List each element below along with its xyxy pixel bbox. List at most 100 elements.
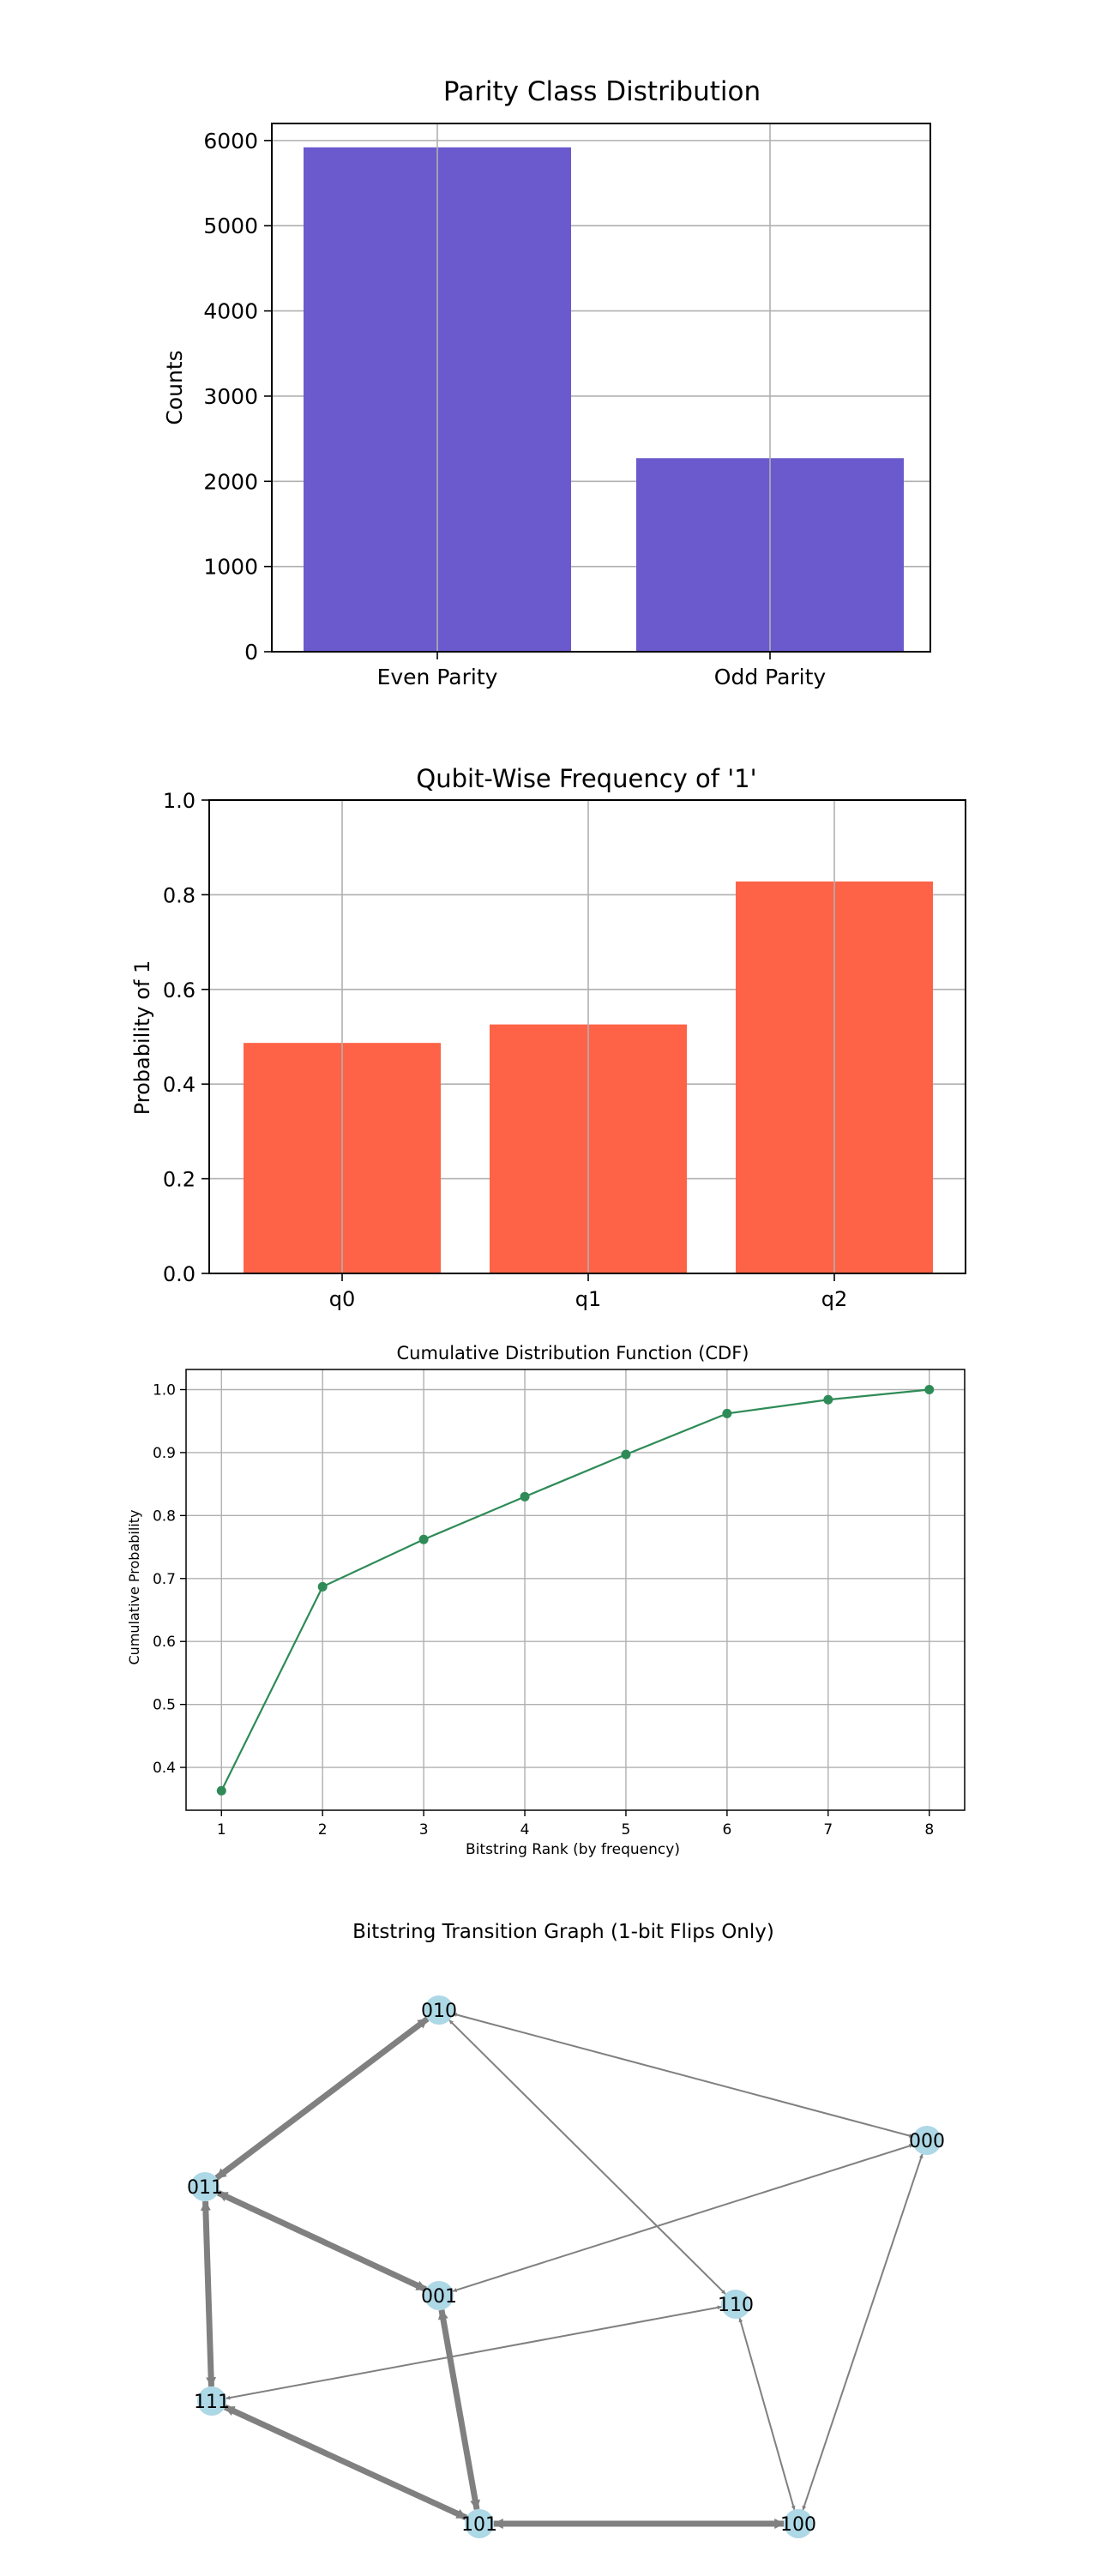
chart2-y-ticks: 0.0 0.2 0.4 0.6 0.8 1.0 (163, 789, 209, 1286)
chart2-ytick-label: 0.6 (163, 978, 196, 1002)
chart1-ytick-label: 4000 (203, 299, 258, 324)
qubit-frequency-bar-chart: Qubit-Wise Frequency of '1' Probability … (130, 764, 966, 1311)
chart3-ytick-label: 0.8 (153, 1508, 176, 1525)
graph-edge (448, 2019, 726, 2295)
chart1-xtick-label: Even Parity (377, 665, 498, 689)
chart3-ytick-label: 0.6 (153, 1634, 176, 1651)
chart3-data-point (317, 1581, 328, 1592)
chart1-ytick-label: 2000 (203, 469, 258, 494)
chart3-ytick-label: 0.7 (153, 1571, 176, 1588)
chart3-data-point (823, 1394, 833, 1405)
graph-node-label: 001 (421, 2286, 457, 2308)
chart3-xtick-label: 4 (520, 1821, 530, 1839)
graph-node-label: 110 (718, 2295, 754, 2316)
graph-node-circle (190, 2172, 220, 2201)
chart3-xtick-label: 6 (722, 1821, 731, 1839)
chart1-y-ticks: 0 1000 2000 3000 4000 5000 6000 (203, 129, 272, 665)
graph-node: 110 (718, 2290, 754, 2319)
chart2-ylabel: Probability of 1 (130, 960, 154, 1116)
graph-node: 000 (909, 2126, 945, 2155)
graph-node-circle (912, 2126, 942, 2155)
chart3-ytick-label: 0.9 (153, 1445, 176, 1462)
chart3-ytick-label: 0.5 (153, 1697, 176, 1714)
chart3-xtick-label: 5 (622, 1821, 631, 1839)
graph-edge (223, 2404, 468, 2521)
chart3-title: Cumulative Distribution Function (CDF) (396, 1343, 749, 1363)
cdf-line-chart: Cumulative Distribution Function (CDF) C… (126, 1343, 966, 1858)
chart3-xtick-label: 8 (924, 1821, 934, 1839)
graph-edge (738, 2317, 796, 2511)
graph-node-circle (424, 2281, 454, 2310)
graph-node: 010 (421, 1995, 457, 2025)
chart1-plot-frame (271, 123, 931, 653)
chart3-xtick-label: 2 (318, 1821, 328, 1839)
chart1-bars (304, 147, 904, 653)
graph-edge (452, 2013, 914, 2138)
chart3-data-point (520, 1491, 530, 1502)
chart1-xtick-label: Odd Parity (714, 665, 827, 689)
chart3-y-ticks: 0.4 0.5 0.6 0.7 0.8 0.9 1.0 (153, 1381, 186, 1777)
chart2-vertical-grid (341, 800, 835, 1273)
graph-edge (437, 2308, 481, 2511)
chart2-xtick-label: q1 (575, 1287, 602, 1311)
chart3-xtick-label: 3 (419, 1821, 429, 1839)
chart3-x-ticks: 1 2 3 4 5 6 7 8 (217, 1810, 934, 1839)
chart3-ytick-label: 0.4 (153, 1760, 176, 1777)
chart1-ytick-label: 5000 (203, 214, 258, 238)
chart1-x-ticks: Even Parity Odd Parity (377, 652, 827, 689)
graph-node-label: 011 (187, 2177, 223, 2199)
graph-edge (802, 2153, 924, 2511)
graph-node: 011 (187, 2172, 223, 2201)
graph-node-circle (197, 2386, 226, 2416)
parity-bar-chart: Parity Class Distribution Counts 0 1000 20… (162, 76, 931, 689)
chart3-series-line (220, 1388, 930, 1791)
chart1-title: Parity Class Distribution (443, 76, 761, 107)
chart2-x-ticks: q0 q1 q2 (329, 1273, 848, 1311)
graph-edge (200, 2200, 217, 2388)
chart2-xtick-label: q2 (821, 1287, 848, 1311)
chart2-ytick-label: 0.8 (163, 883, 196, 907)
graph-edges (200, 2013, 924, 2529)
chart3-ylabel: Cumulative Probability (126, 1510, 142, 1665)
chart3-plot-frame (185, 1369, 966, 1811)
chart3-data-point (722, 1408, 732, 1418)
chart3-xtick-label: 7 (823, 1821, 833, 1839)
graph-node: 111 (194, 2386, 230, 2416)
graph-node-circle (465, 2509, 494, 2538)
chart2-plot-frame (208, 799, 966, 1274)
chart3-data-point (418, 1534, 429, 1544)
chart3-data-point (216, 1785, 226, 1796)
chart2-ytick-label: 0.2 (163, 1168, 196, 1192)
graph-node: 101 (461, 2509, 497, 2538)
chart3-xlabel: Bitstring Rank (by frequency) (466, 1841, 680, 1858)
graph-node: 001 (421, 2281, 457, 2310)
graph-node-label: 000 (909, 2131, 945, 2152)
graph-nodes: 010 000 011 001 110 111 101 100 (187, 1995, 945, 2538)
chart1-ylabel: Counts (162, 350, 187, 424)
chart1-ytick-label: 6000 (203, 129, 258, 153)
chart1-vertical-grid (436, 123, 771, 652)
graph-node-circle (424, 1995, 454, 2025)
graph-node-label: 111 (194, 2392, 230, 2413)
graph-node-circle (721, 2290, 750, 2319)
chart3-data-point (621, 1449, 631, 1460)
graph-edge (452, 2144, 914, 2292)
chart3-series (216, 1384, 935, 1796)
chart3-xtick-label: 1 (217, 1821, 226, 1839)
graph-edge (216, 2189, 428, 2293)
chart3-ytick-label: 1.0 (153, 1381, 176, 1399)
graph-node-circle (784, 2509, 813, 2538)
graph-edge (214, 2016, 430, 2181)
graph-node-label: 010 (421, 2001, 457, 2022)
graph-node-label: 100 (780, 2514, 816, 2536)
chart3-data-point (924, 1384, 935, 1394)
graph-edge (226, 2305, 722, 2400)
graph-node-label: 101 (461, 2514, 497, 2536)
chart3-grid (186, 1369, 965, 1810)
graph-node: 100 (780, 2509, 816, 2538)
chart1-ytick-label: 0 (244, 640, 258, 665)
chart2-ytick-label: 0.0 (163, 1262, 196, 1286)
chart2-title: Qubit-Wise Frequency of '1' (416, 764, 756, 793)
chart1-ytick-label: 3000 (203, 384, 258, 409)
